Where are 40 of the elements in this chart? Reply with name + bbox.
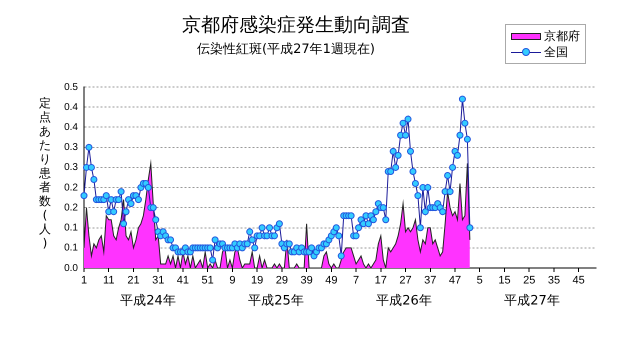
y-tick-label: 0.0 [64,262,78,274]
legend-label: 京都府 [544,28,580,44]
x-tick-label: 41 [176,274,190,287]
y-tick-label: 0.4 [64,102,78,113]
text: 定点あたり患者数(人) [39,96,51,250]
text: 平成24年 [120,293,176,308]
y-tick-label: 0.5 [64,82,78,93]
text: 平成25年 [248,293,304,308]
legend-label: 全国 [544,44,568,60]
text: 平成26年 [376,293,432,308]
x-tick-label: 7 [353,274,360,287]
y-tick-label: 0.1 [64,242,78,254]
y-tick-label: 0.3 [64,162,78,174]
x-tick-label: 25 [523,274,536,287]
x-tick-label: 51 [202,274,214,287]
x-tick-label: 17 [374,274,387,287]
chart-title: 京都府感染症発生動向調査 [181,13,411,38]
text: 平成27年 [504,293,560,308]
y-tick-label: 0.1 [64,222,78,234]
x-tick-label: 21 [127,274,140,287]
x-tick-label: 19 [251,274,264,287]
x-tick-label: 47 [448,274,462,287]
x-tick-label: 45 [572,274,585,287]
chart-subtitle: 伝染性紅斑(平成27年1週現在) [196,41,376,58]
x-tick-label: 35 [548,274,560,287]
y-tick-label: 0.3 [64,142,78,154]
x-tick-label: 15 [498,274,511,287]
x-tick-label: 49 [325,274,338,287]
x-tick-label: 37 [424,274,436,287]
y-tick-label: 0.2 [64,182,78,194]
y-tick-label: 0.2 [64,202,78,214]
x-tick-label: 9 [229,274,236,287]
x-tick-label: 5 [476,274,483,287]
y-tick-label: 0.4 [64,122,78,133]
x-tick-label: 31 [152,274,164,287]
x-tick-label: 29 [276,274,288,287]
x-tick-label: 39 [300,274,313,287]
x-tick-label: 11 [103,274,114,287]
x-tick-label: 27 [399,274,412,287]
x-tick-label: 1 [80,274,88,287]
